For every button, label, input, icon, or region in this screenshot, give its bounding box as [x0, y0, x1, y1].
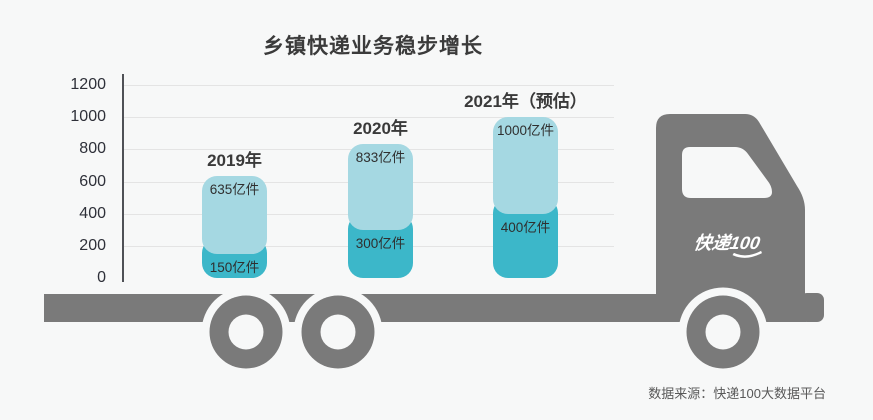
front-wheel-1-hub	[228, 314, 264, 350]
bar-year-label: 2019年	[207, 150, 262, 170]
front-wheel-1-gap-ring	[201, 287, 291, 377]
bar-year-label: 2021年（预估）	[464, 92, 587, 112]
bar-base-label: 300亿件	[355, 235, 406, 251]
y-tick-label: 0	[97, 269, 106, 286]
bar-total-label: 833亿件	[355, 150, 406, 166]
bar-base-label: 150亿件	[209, 259, 260, 275]
truck-bed	[44, 294, 806, 322]
y-tick-label: 800	[79, 140, 106, 158]
chart-title: 乡镇快递业务稳步增长	[263, 35, 483, 58]
front-wheel-2-hub	[320, 314, 356, 350]
y-tick-label: 1200	[70, 76, 106, 94]
front-wheel-1-icon	[209, 295, 283, 369]
truck-logo-text: 快递100	[692, 233, 761, 253]
rear-wheel-icon	[686, 295, 760, 369]
gridline-1000	[124, 117, 614, 119]
rear-wheel-gap-ring	[678, 287, 768, 377]
bar-base-label: 400亿件	[500, 219, 551, 235]
logo-smile-swoosh-icon	[732, 250, 762, 258]
bar-segment-top	[348, 144, 413, 230]
front-wheel-2-gap-ring	[293, 287, 383, 377]
data-source-caption: 数据来源：快递100大数据平台	[648, 386, 826, 401]
truck-bumper	[800, 293, 824, 322]
cab-window	[682, 147, 772, 198]
bar-total-label: 635亿件	[209, 181, 260, 197]
y-tick-label: 600	[79, 172, 106, 190]
y-tick-label: 200	[79, 236, 106, 254]
bar-year-label: 2020年	[353, 119, 408, 139]
bar-segment-top	[202, 175, 267, 254]
gridline-1200	[124, 85, 614, 87]
bar-segment-top	[493, 117, 558, 214]
front-wheel-2-icon	[301, 295, 375, 369]
truck-logo-group: 快递100	[692, 233, 762, 258]
y-tick-label: 1000	[70, 108, 106, 126]
y-axis-line	[122, 74, 124, 282]
bar-total-label: 1000亿件	[496, 123, 555, 139]
rear-wheel-hub	[705, 314, 741, 350]
truck-cab	[656, 114, 805, 322]
y-tick-label: 400	[79, 204, 106, 222]
